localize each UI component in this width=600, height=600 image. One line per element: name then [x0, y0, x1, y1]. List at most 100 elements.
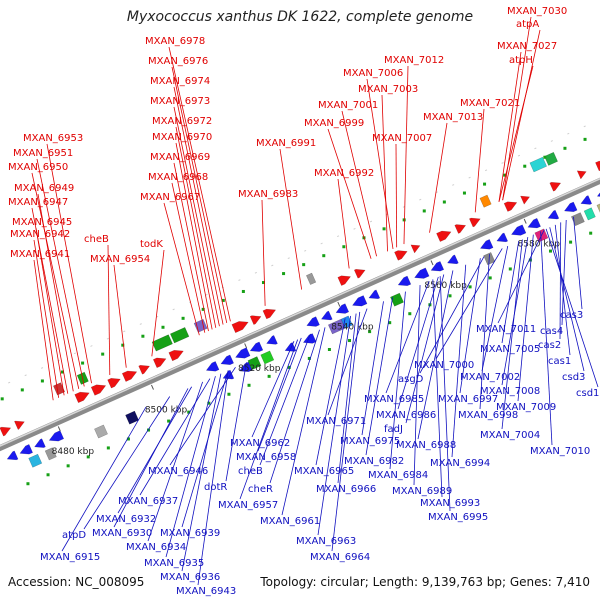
ring-dot — [368, 330, 372, 334]
ring-dot — [327, 347, 331, 351]
feature-box — [390, 292, 404, 307]
bottom-label-connector — [432, 279, 443, 498]
top-gene-label: MXAN_7006 — [343, 68, 403, 79]
ring-dot — [488, 276, 492, 280]
bottom-label-connector — [459, 258, 481, 394]
ring-dot — [26, 482, 30, 486]
ring-dot — [161, 325, 165, 329]
top-label-connector — [498, 65, 534, 202]
bottom-label-connector — [113, 388, 189, 528]
top-gene-label: MXAN_6976 — [148, 56, 208, 67]
top-gene-label: MXAN_6947 — [8, 197, 68, 208]
ring-dot — [86, 455, 90, 459]
bottom-gene-label: MXAN_6937 — [118, 496, 178, 507]
feature-box — [529, 156, 548, 173]
top-label-connector — [33, 259, 54, 401]
top-gene-label: MXAN_6945 — [12, 217, 72, 228]
top-gene-label: MXAN_7021 — [460, 98, 520, 109]
bottom-gene-label: MXAN_6934 — [126, 542, 186, 553]
ring-dot — [167, 419, 171, 423]
bottom-label-connector — [251, 341, 295, 438]
forward-gene-arrow — [0, 426, 12, 437]
reverse-gene-arrow — [547, 209, 560, 220]
forward-gene-arrow — [168, 349, 184, 362]
bottom-gene-label: MXAN_7005 — [480, 344, 540, 355]
top-label-connector — [261, 199, 266, 306]
top-gene-label: MXAN_6967 — [140, 192, 200, 203]
ring-dot — [147, 428, 151, 432]
tick-mark — [244, 343, 248, 349]
top-label-connector — [171, 66, 228, 324]
top-gene-label: MXAN_6950 — [8, 162, 68, 173]
bottom-gene-label: MXAN_6957 — [218, 500, 278, 511]
bottom-gene-label: MXAN_7009 — [496, 402, 556, 413]
bottom-label-connector — [361, 301, 384, 436]
forward-gene-arrow — [520, 195, 531, 205]
bottom-label-connector — [479, 254, 490, 410]
ring-dot — [126, 437, 130, 441]
bottom-label-connector — [561, 219, 567, 326]
bottom-gene-label: MXAN_6997 — [438, 394, 498, 405]
bottom-label-connector — [554, 224, 571, 356]
tick-mark — [150, 384, 154, 390]
top-label-connector — [498, 51, 522, 202]
feature-box — [583, 207, 596, 221]
ring-dot — [40, 379, 44, 383]
reverse-gene-arrow — [563, 201, 578, 213]
ring-dot — [462, 191, 466, 195]
top-gene-label: MXAN_6969 — [150, 152, 210, 163]
top-label-connector — [107, 244, 111, 376]
ring-dot — [187, 410, 191, 414]
ring-dot — [382, 227, 386, 231]
genome-backbone — [0, 177, 600, 452]
reverse-gene-arrow — [527, 217, 541, 229]
bottom-gene-label: MXAN_6958 — [236, 452, 296, 463]
bottom-gene-label: MXAN_6993 — [420, 498, 480, 509]
bottom-gene-label: MXAN_6915 — [40, 552, 100, 563]
reverse-gene-arrow — [479, 239, 494, 250]
top-label-connector — [175, 142, 213, 330]
top-gene-label: MXAN_6953 — [23, 133, 83, 144]
bottom-gene-label: MXAN_7010 — [530, 446, 590, 457]
bottom-label-connector — [239, 339, 299, 500]
forward-gene-arrow — [231, 321, 249, 334]
ring-dot — [20, 388, 24, 392]
bottom-label-connector — [147, 381, 203, 542]
bottom-gene-label: cas1 — [548, 356, 571, 367]
bottom-gene-label: MXAN_6966 — [316, 484, 376, 495]
tick-mark — [57, 426, 61, 432]
bottom-gene-label: MXAN_6936 — [160, 572, 220, 583]
bottom-gene-label: MXAN_7008 — [480, 386, 540, 397]
reverse-gene-arrow — [266, 335, 278, 345]
bottom-label-connector — [281, 327, 326, 516]
forward-gene-arrow — [436, 230, 452, 242]
reverse-gene-arrow — [335, 303, 350, 314]
forward-gene-arrow — [90, 384, 107, 396]
ring-dot — [106, 446, 110, 450]
bottom-label-connector — [257, 337, 302, 452]
ring-dot — [322, 254, 326, 258]
bottom-label-connector — [165, 376, 216, 558]
top-gene-label: MXAN_6968 — [148, 172, 208, 183]
top-label-connector — [151, 249, 165, 357]
forward-gene-arrow — [337, 275, 352, 286]
top-gene-label: MXAN_6978 — [145, 36, 205, 47]
ring-dot — [503, 173, 507, 177]
forward-gene-arrow — [503, 201, 518, 212]
bottom-gene-label: cas3 — [560, 310, 583, 321]
bottom-label-connector — [545, 228, 599, 388]
bottom-gene-label: MXAN_6985 — [364, 394, 424, 405]
ring-dot — [508, 267, 512, 271]
reverse-gene-arrow — [284, 342, 297, 352]
ring-dot — [0, 397, 4, 401]
reverse-gene-arrow — [320, 310, 333, 321]
top-gene-label: MXAN_6942 — [10, 229, 70, 240]
bottom-gene-label: cas4 — [540, 326, 563, 337]
ring-dot — [241, 289, 245, 293]
top-label-connector — [171, 182, 206, 333]
top-gene-label: MXAN_7012 — [384, 55, 444, 66]
bottom-gene-label: MXAN_6988 — [396, 440, 456, 451]
top-gene-label: MXAN_6951 — [13, 148, 73, 159]
top-label-connector — [502, 29, 541, 201]
forward-gene-arrow — [121, 370, 138, 382]
